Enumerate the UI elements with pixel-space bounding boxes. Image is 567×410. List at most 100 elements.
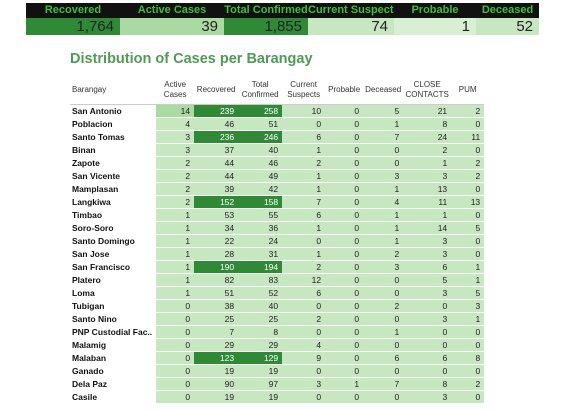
cell-recovered: 51 <box>194 286 239 300</box>
cell-pum: 1 <box>451 260 485 274</box>
cell-recovered: 82 <box>194 273 239 287</box>
cell-close-contacts: 1 <box>403 208 452 222</box>
cell-active-cases: 0 <box>156 338 195 352</box>
table-row[interactable]: Platero 1 82 83 12 0 0 5 1 <box>70 273 485 287</box>
table-row[interactable]: Santo Domingo 1 22 24 0 0 1 3 0 <box>70 234 485 248</box>
table-row[interactable]: Tubigan 0 38 40 0 0 2 0 3 <box>70 299 485 313</box>
table-row[interactable]: Ganado 0 19 19 0 0 0 0 0 <box>70 364 485 378</box>
table-row[interactable]: Poblacion 4 46 51 0 0 1 8 0 <box>70 117 485 131</box>
table-row[interactable]: San Francisco 1 190 194 2 0 3 6 1 <box>70 260 485 274</box>
cell-current-suspects: 6 <box>282 208 326 222</box>
table-row[interactable]: Casile 0 19 19 0 0 0 3 0 <box>70 390 485 403</box>
cell-recovered: 19 <box>194 390 239 403</box>
cell-current-suspects: 0 <box>282 390 326 403</box>
cell-probable: 0 <box>325 182 364 196</box>
cell-active-cases: 0 <box>156 299 195 313</box>
col-header-current-suspects[interactable]: Current Suspects <box>282 76 326 105</box>
table-row[interactable]: Loma 1 51 52 6 0 0 3 5 <box>70 286 485 300</box>
cell-active-cases: 0 <box>156 364 195 378</box>
cell-current-suspects: 0 <box>282 299 326 313</box>
table-row[interactable]: Santo Tomas 3 236 246 6 0 7 24 11 <box>70 130 485 144</box>
cell-recovered: 7 <box>194 325 239 339</box>
cell-deceased: 1 <box>363 117 404 131</box>
cell-pum: 0 <box>451 390 485 403</box>
table-row[interactable]: San Antonio 14 239 258 10 0 5 21 2 <box>70 104 485 118</box>
cell-active-cases: 1 <box>156 208 195 222</box>
cell-barangay: Santo Nino <box>70 312 157 326</box>
summary-label-probable: Probable <box>411 4 459 16</box>
cell-current-suspects: 2 <box>282 312 326 326</box>
table-row[interactable]: Zapote 2 44 46 2 0 0 1 2 <box>70 156 485 170</box>
cell-recovered: 123 <box>194 351 239 365</box>
col-header-barangay[interactable]: Barangay <box>70 76 157 105</box>
cell-total-confirmed: 246 <box>238 130 283 144</box>
cell-recovered: 152 <box>194 195 239 209</box>
cell-barangay: San Jose <box>70 247 157 261</box>
cell-barangay: Langkiwa <box>70 195 157 209</box>
table-row[interactable]: Soro-Soro 1 34 36 1 0 1 14 5 <box>70 221 485 235</box>
cell-current-suspects: 6 <box>282 130 326 144</box>
cell-current-suspects: 2 <box>282 260 326 274</box>
cell-current-suspects: 1 <box>282 221 326 235</box>
table-row[interactable]: Mamplasan 2 39 42 1 0 1 13 0 <box>70 182 485 196</box>
table-row[interactable]: Langkiwa 2 152 158 7 0 4 11 13 <box>70 195 485 209</box>
cell-total-confirmed: 40 <box>238 299 283 313</box>
cell-barangay: Dela Paz <box>70 377 157 391</box>
cell-deceased: 3 <box>363 169 404 183</box>
col-header-total-confirmed[interactable]: Total Confirmed <box>238 76 283 105</box>
table-row[interactable]: Malaban 0 123 129 9 0 6 6 8 <box>70 351 485 365</box>
col-header-close-contacts[interactable]: CLOSE CONTACTS <box>403 76 452 105</box>
cell-active-cases: 0 <box>156 377 195 391</box>
summary-value-active-cases: 39 <box>120 18 224 35</box>
cell-close-contacts: 2 <box>403 143 452 157</box>
cell-probable: 0 <box>325 221 364 235</box>
cell-probable: 0 <box>325 247 364 261</box>
cell-current-suspects: 2 <box>282 156 326 170</box>
cell-barangay: Loma <box>70 286 157 300</box>
table-row[interactable]: Dela Paz 0 90 97 3 1 7 8 2 <box>70 377 485 391</box>
cell-active-cases: 0 <box>156 312 195 326</box>
cell-pum: 2 <box>451 377 485 391</box>
cell-total-confirmed: 83 <box>238 273 283 287</box>
cell-close-contacts: 8 <box>403 377 452 391</box>
cell-pum: 0 <box>451 208 485 222</box>
col-header-pum[interactable]: PUM <box>451 76 485 105</box>
cell-close-contacts: 24 <box>403 130 452 144</box>
cell-probable: 0 <box>325 338 364 352</box>
table-row[interactable]: Timbao 1 53 55 6 0 1 1 0 <box>70 208 485 222</box>
cell-barangay: PNP Custodial Fac.. <box>70 325 157 339</box>
col-header-probable[interactable]: Probable <box>325 76 364 105</box>
cell-deceased: 1 <box>363 221 404 235</box>
col-header-recovered[interactable]: Recovered <box>194 76 239 105</box>
summary-value-current-suspects: 74 <box>308 18 394 35</box>
table-row[interactable]: San Vicente 2 44 49 1 0 3 3 2 <box>70 169 485 183</box>
cell-close-contacts: 3 <box>403 234 452 248</box>
cell-active-cases: 2 <box>156 182 195 196</box>
cell-active-cases: 1 <box>156 273 195 287</box>
cell-total-confirmed: 258 <box>238 104 283 118</box>
cell-recovered: 28 <box>194 247 239 261</box>
table-row[interactable]: PNP Custodial Fac.. 0 7 8 0 0 1 0 0 <box>70 325 485 339</box>
cell-active-cases: 0 <box>156 325 195 339</box>
cell-barangay: Ganado <box>70 364 157 378</box>
cell-close-contacts: 0 <box>403 325 452 339</box>
col-header-active-cases[interactable]: Active Cases <box>156 76 195 105</box>
cell-recovered: 19 <box>194 364 239 378</box>
cell-current-suspects: 6 <box>282 286 326 300</box>
cell-pum: 0 <box>451 325 485 339</box>
cell-recovered: 236 <box>194 130 239 144</box>
table-row[interactable]: Santo Nino 0 25 25 2 0 0 3 1 <box>70 312 485 326</box>
cell-active-cases: 2 <box>156 156 195 170</box>
table-row[interactable]: San Jose 1 28 31 1 0 2 3 0 <box>70 247 485 261</box>
table-row[interactable]: Binan 3 37 40 1 0 0 2 0 <box>70 143 485 157</box>
cell-pum: 2 <box>451 104 485 118</box>
cell-total-confirmed: 8 <box>238 325 283 339</box>
cell-pum: 11 <box>451 130 485 144</box>
cell-total-confirmed: 158 <box>238 195 283 209</box>
cell-probable: 0 <box>325 130 364 144</box>
col-header-deceased[interactable]: Deceased <box>363 76 404 105</box>
cell-probable: 0 <box>325 169 364 183</box>
cell-total-confirmed: 49 <box>238 169 283 183</box>
table-row[interactable]: Malamig 0 29 29 4 0 0 0 0 <box>70 338 485 352</box>
cell-deceased: 7 <box>363 377 404 391</box>
